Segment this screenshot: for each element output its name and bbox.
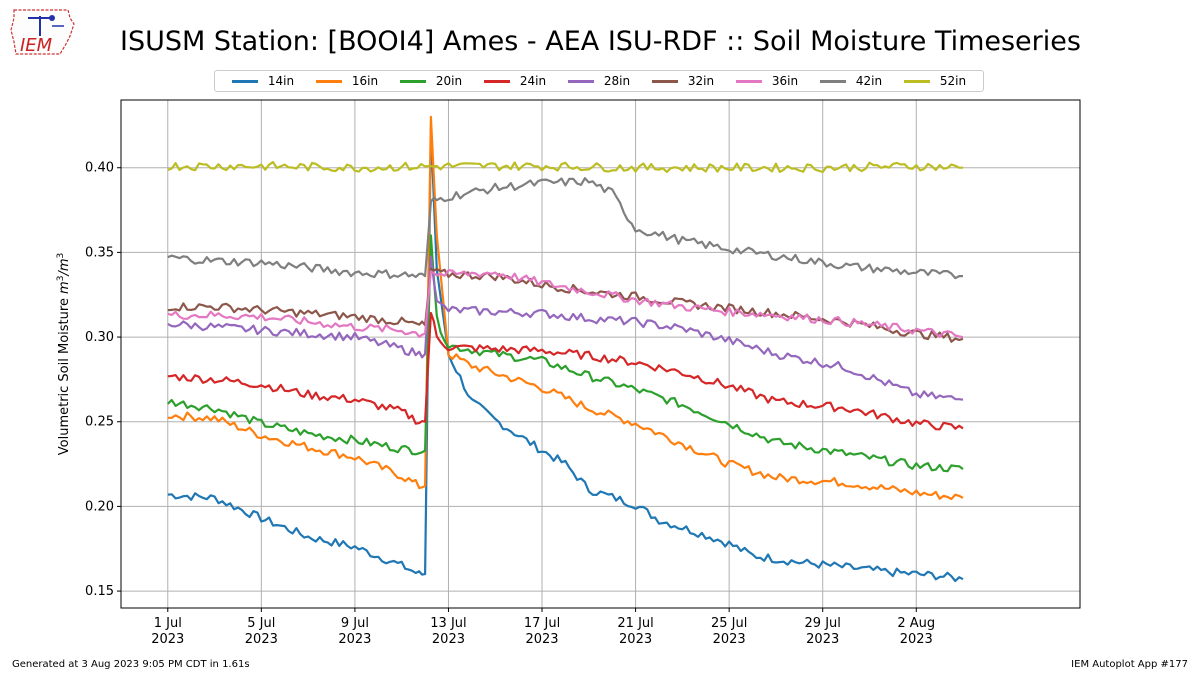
x-tick-year: 2023 <box>245 632 278 647</box>
legend-label: 20in <box>435 74 463 88</box>
legend-swatch <box>399 79 426 83</box>
logo-text: IEM <box>20 35 53 56</box>
x-tick-year: 2023 <box>151 632 184 647</box>
legend-swatch <box>735 79 762 83</box>
series-line-16in <box>167 115 964 501</box>
series-line-52in <box>167 161 963 173</box>
legend-label: 32in <box>687 74 715 88</box>
legend-item-36in: 36in <box>735 74 799 88</box>
y-axis-label: Volumetric Soil Moisture m3/m3 <box>56 253 72 456</box>
x-tick-year: 2023 <box>806 632 839 647</box>
series-line-28in <box>167 255 964 401</box>
chart-title: ISUSM Station: [BOOI4] Ames - AEA ISU-RD… <box>120 26 1081 57</box>
x-tick-year: 2023 <box>432 632 465 647</box>
legend: 14in 16in 20in 24in 28in 32in 36in 42in 52in <box>214 70 984 92</box>
generated-timestamp: Generated at 3 Aug 2023 9:05 PM CDT in 1… <box>12 659 250 670</box>
y-axis-unit-per-m: /m <box>57 258 72 276</box>
y-axis-unit-sup-2: 3 <box>56 253 66 259</box>
x-tick-label: 17 Jul <box>524 616 560 631</box>
legend-swatch <box>483 79 510 83</box>
legend-item-32in: 32in <box>651 74 715 88</box>
y-axis-unit-sup: 3 <box>56 276 66 282</box>
legend-label: 52in <box>939 74 967 88</box>
legend-swatch <box>819 79 846 83</box>
x-tick-label: 2 Aug <box>897 616 935 631</box>
legend-item-24in: 24in <box>483 74 547 88</box>
y-axis-label-text: Volumetric Soil Moisture <box>57 294 72 455</box>
app-id: IEM Autoplot App #177 <box>1071 659 1188 670</box>
y-tick-label: 0.20 <box>85 499 114 514</box>
x-tick-label: 29 Jul <box>805 616 841 631</box>
legend-item-42in: 42in <box>819 74 883 88</box>
series-line-36in <box>167 269 964 339</box>
legend-item-16in: 16in <box>315 74 379 88</box>
series-group <box>167 115 964 583</box>
y-tick-label: 0.15 <box>85 584 114 599</box>
series-line-24in <box>167 311 964 431</box>
legend-item-20in: 20in <box>399 74 463 88</box>
legend-swatch <box>903 79 930 83</box>
x-tick-year: 2023 <box>338 632 371 647</box>
plot-frame <box>120 99 1081 609</box>
legend-swatch <box>231 79 258 83</box>
x-tick-year: 2023 <box>713 632 746 647</box>
x-tick-year: 2023 <box>619 632 652 647</box>
legend-swatch <box>567 79 594 83</box>
x-tick-label: 13 Jul <box>430 616 466 631</box>
legend-label: 16in <box>351 74 379 88</box>
series-line-42in <box>167 177 963 280</box>
legend-label: 36in <box>771 74 799 88</box>
x-tick-label: 1 Jul <box>154 616 182 631</box>
grid <box>121 100 1080 608</box>
legend-label: 42in <box>855 74 883 88</box>
x-tick-label: 9 Jul <box>341 616 369 631</box>
series-line-20in <box>167 234 964 473</box>
legend-swatch <box>315 79 342 83</box>
y-tick-label: 0.25 <box>85 415 114 430</box>
legend-label: 14in <box>267 74 295 88</box>
y-tick-label: 0.35 <box>85 245 114 260</box>
iowa-map-icon: IEM <box>10 9 75 56</box>
x-tick-year: 2023 <box>525 632 558 647</box>
legend-item-14in: 14in <box>231 74 295 88</box>
y-tick-label: 0.30 <box>85 330 114 345</box>
x-tick-label: 25 Jul <box>711 616 747 631</box>
x-tick-year: 2023 <box>900 632 933 647</box>
iem-logo: IEM <box>8 6 76 60</box>
series-line-14in <box>167 125 964 583</box>
legend-swatch <box>651 79 678 83</box>
legend-item-28in: 28in <box>567 74 631 88</box>
legend-label: 24in <box>519 74 547 88</box>
x-tick-label: 21 Jul <box>617 616 653 631</box>
y-tick-label: 0.40 <box>85 161 114 176</box>
legend-item-52in: 52in <box>903 74 967 88</box>
legend-label: 28in <box>603 74 631 88</box>
y-axis-unit-m: m <box>57 281 72 294</box>
x-tick-label: 5 Jul <box>247 616 275 631</box>
